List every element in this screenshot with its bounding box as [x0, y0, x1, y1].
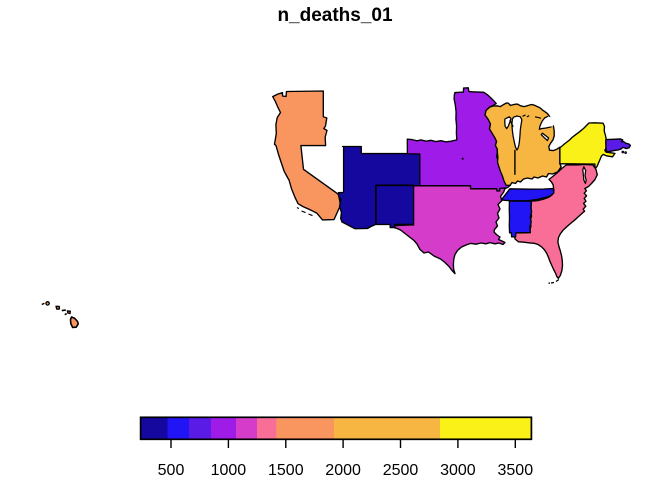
- svg-text:3000: 3000: [440, 462, 476, 479]
- svg-text:n_deaths_01: n_deaths_01: [277, 5, 393, 26]
- svg-text:2500: 2500: [383, 462, 419, 479]
- svg-text:1000: 1000: [211, 462, 247, 479]
- svg-text:1500: 1500: [268, 462, 304, 479]
- svg-text:500: 500: [158, 462, 185, 479]
- svg-text:2000: 2000: [325, 462, 361, 479]
- svg-text:3500: 3500: [498, 462, 534, 479]
